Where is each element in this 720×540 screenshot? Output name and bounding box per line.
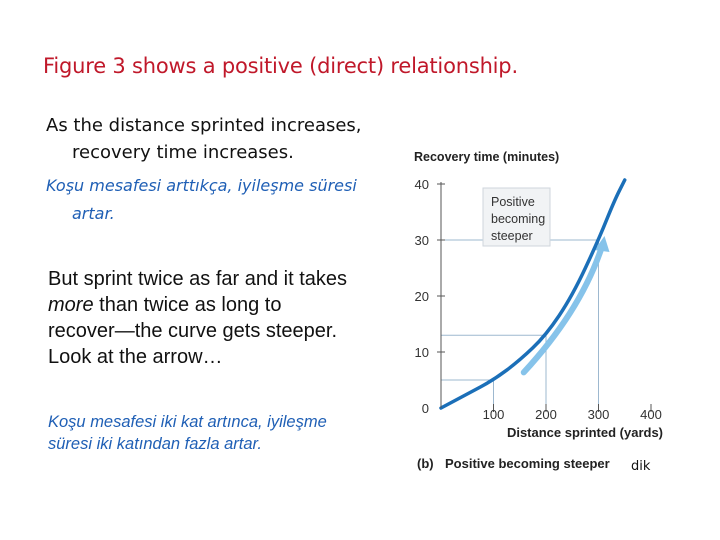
- body-text: But sprint twice as far and it takes mor…: [48, 266, 348, 370]
- x-tick-label-1: 100: [483, 407, 505, 422]
- chart-caption-label: (b): [417, 456, 434, 471]
- paragraph-english-line1: As the distance sprinted increases,: [46, 115, 362, 136]
- chart-svg: Recovery time (minutes) Positive becomin…: [414, 150, 663, 471]
- slide-title: Figure 3 shows a positive (direct) relat…: [43, 54, 518, 78]
- y-tick-label-1: 0: [422, 401, 429, 416]
- x-axis-title: Distance sprinted (yards): [507, 425, 663, 440]
- steepness-arrow: [520, 245, 605, 376]
- x-tick-label-4: 400: [640, 407, 662, 422]
- y-tick-label-2: 10: [415, 345, 429, 360]
- body-text-turkish: Koşu mesafesi iki kat artınca, iyileşme …: [48, 413, 327, 453]
- annotation-box: [482, 187, 551, 247]
- x-ticks: 100 200 300 400: [483, 404, 662, 422]
- body-text-part1: But sprint twice as far and it takes: [48, 268, 348, 290]
- paragraph-turkish: Koşu mesafesi arttıkça, iyileşme süresi …: [46, 172, 396, 228]
- note-text: dik: [631, 459, 651, 474]
- y-tick-label-5: 40: [415, 177, 429, 192]
- chart-title: Recovery time (minutes): [414, 150, 559, 164]
- body-text-part2: than twice as long to recover—the curve …: [48, 294, 338, 368]
- recovery-time-chart: Recovery time (minutes) Positive becomin…: [405, 140, 670, 480]
- y-ticks: 0 10 20 30 40: [415, 177, 445, 416]
- paragraph-turkish-line2: artar.: [72, 204, 115, 223]
- annotation-line-3: steeper: [491, 229, 533, 243]
- y-tick-label-4: 30: [415, 233, 429, 248]
- paragraph-english: As the distance sprinted increases, reco…: [46, 112, 396, 166]
- steepness-arrowhead: [594, 236, 610, 252]
- body-text-emphasis: more: [48, 294, 94, 316]
- y-tick-label-3: 20: [415, 289, 429, 304]
- series-line: [439, 178, 627, 410]
- annotation-line-1: Positive: [491, 195, 535, 209]
- chart-caption-text: Positive becoming steeper: [445, 456, 610, 471]
- x-tick-label-2: 200: [535, 407, 557, 422]
- guide-lines: [441, 239, 599, 408]
- paragraph-turkish-line1: Koşu mesafesi arttıkça, iyileşme süresi: [46, 176, 357, 195]
- annotation-line-2: becoming: [491, 212, 545, 226]
- x-tick-label-3: 300: [588, 407, 610, 422]
- paragraph-english-line2: recovery time increases.: [72, 142, 294, 163]
